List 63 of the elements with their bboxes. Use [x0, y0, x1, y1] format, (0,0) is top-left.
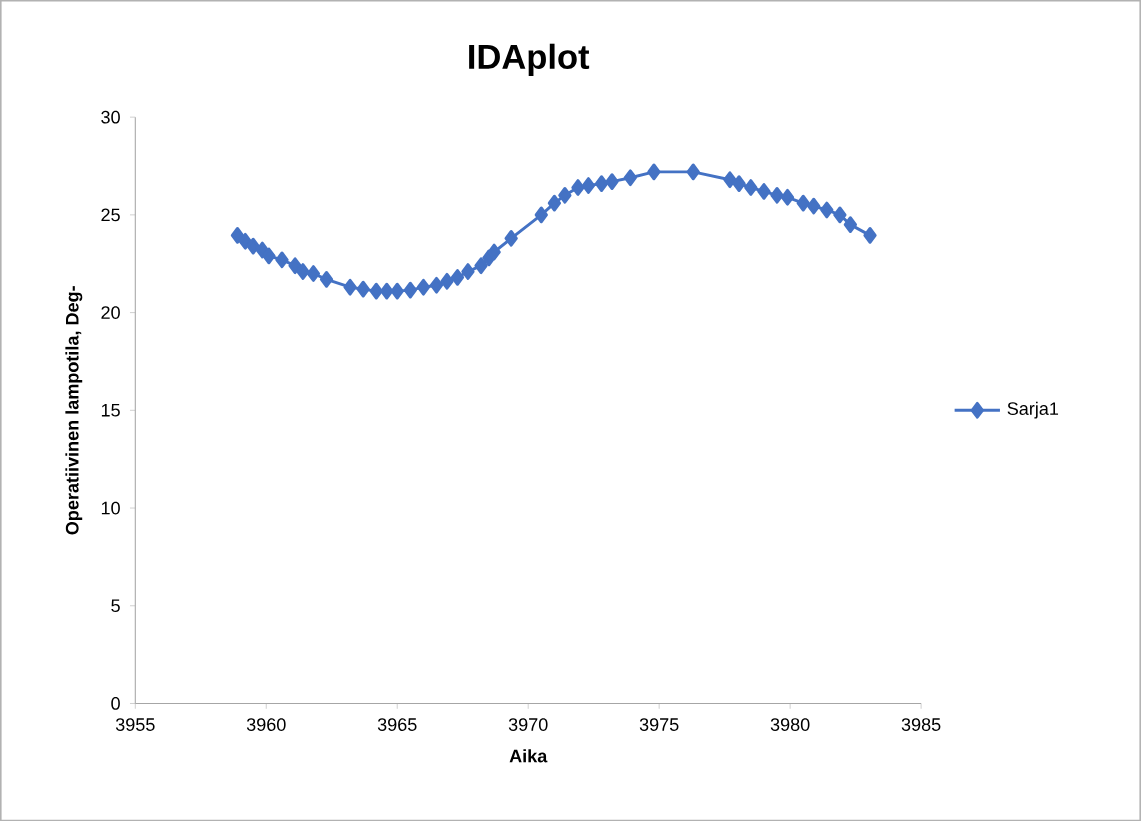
- point: [571, 178, 585, 196]
- point: [306, 264, 321, 282]
- point: [262, 247, 276, 265]
- point: [605, 173, 619, 190]
- point: [504, 229, 518, 247]
- point: [238, 232, 252, 250]
- point: [390, 282, 404, 300]
- point: [369, 282, 383, 300]
- point: [356, 280, 370, 298]
- point: [686, 163, 700, 181]
- point: [487, 243, 501, 261]
- y-tick-label: 15: [101, 403, 120, 417]
- point: [246, 237, 260, 255]
- point: [343, 278, 357, 296]
- point: [474, 257, 488, 274]
- point: [296, 263, 310, 280]
- point: [770, 186, 784, 204]
- x-tick-label: 3985: [901, 717, 941, 731]
- y-tick-label: 10: [101, 501, 120, 515]
- point: [288, 257, 302, 274]
- point: [558, 186, 572, 204]
- point: [534, 206, 548, 224]
- y-axis-title: Operatiivinen lampotila, Deg-: [65, 285, 83, 535]
- point: [461, 263, 475, 280]
- y-tick-label: 20: [101, 306, 120, 319]
- legend-label: Sarja1: [1007, 401, 1059, 419]
- point: [780, 188, 795, 206]
- point: [843, 216, 858, 233]
- point: [744, 178, 758, 196]
- point: [723, 171, 737, 188]
- point: [429, 276, 444, 294]
- point: [416, 278, 431, 296]
- y-tick-label: 30: [101, 110, 120, 124]
- x-tick-label: 3955: [115, 717, 155, 731]
- point: [833, 206, 847, 224]
- point: [319, 270, 334, 288]
- y-tick-label: 25: [101, 208, 120, 222]
- point: [450, 268, 465, 286]
- point: [594, 175, 609, 192]
- x-tick-label: 3970: [508, 717, 548, 731]
- point: [796, 194, 810, 212]
- point: [581, 177, 596, 194]
- y-tick-label: 5: [111, 599, 120, 612]
- x-axis-title: Aika: [509, 749, 548, 763]
- point: [623, 169, 637, 186]
- point: [230, 226, 245, 244]
- point: [757, 182, 771, 200]
- point: [807, 197, 821, 215]
- point: [275, 251, 289, 269]
- point: [380, 282, 394, 300]
- x-tick-label: 3980: [770, 717, 810, 731]
- x-tick-label: 3965: [377, 717, 417, 731]
- x-tick-label: 3960: [246, 717, 286, 731]
- point: [440, 272, 454, 290]
- point: [732, 175, 746, 192]
- point: [863, 226, 877, 244]
- point: [403, 281, 417, 299]
- point: [820, 201, 834, 219]
- x-tick-label: 3975: [639, 717, 679, 731]
- point: [547, 194, 562, 212]
- point: [647, 163, 661, 181]
- chart-title: IDAplot: [469, 43, 590, 76]
- y-tick-label: 0: [111, 696, 120, 710]
